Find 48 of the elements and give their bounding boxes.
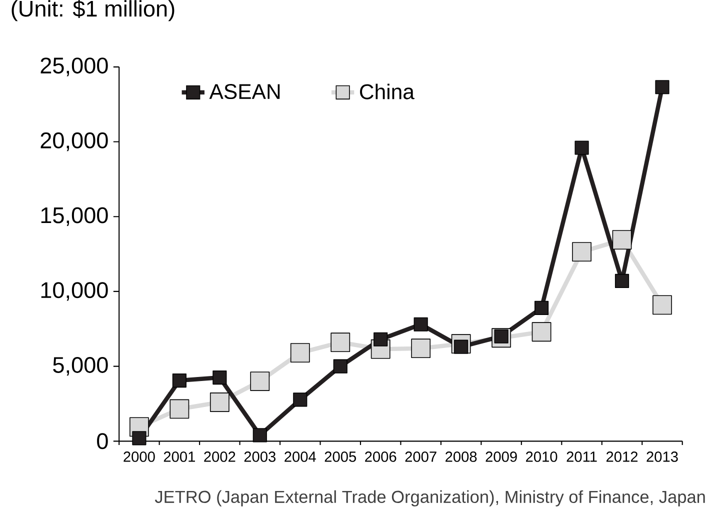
x-tick-label: 2008 (446, 452, 477, 462)
legend-label: ASEAN (209, 84, 280, 100)
point (293, 392, 308, 407)
x-tick-label: 2003 (244, 452, 276, 462)
y-tick-label: 0 (97, 433, 108, 450)
point (290, 343, 310, 363)
point (652, 295, 672, 315)
point (411, 338, 431, 358)
point (494, 329, 508, 344)
point (414, 317, 428, 332)
point (374, 332, 388, 346)
point (330, 332, 350, 352)
x-tick-label: 2000 (124, 452, 155, 462)
x-tick-label: 2002 (204, 452, 236, 462)
point (172, 374, 186, 388)
y-tick-label: 15,000 (41, 207, 108, 226)
point (655, 80, 670, 94)
y-tick-label: 20,000 (40, 132, 108, 152)
point (532, 322, 552, 342)
point (614, 274, 630, 288)
x-tick-label: 2005 (324, 452, 356, 462)
point (252, 428, 267, 442)
x-tick-label: 2006 (365, 452, 396, 462)
point (132, 431, 146, 446)
x-tick-label: 2009 (486, 452, 517, 462)
point (210, 392, 230, 412)
point (333, 359, 348, 374)
x-tick-label: 2011 (566, 452, 597, 462)
x-tick-label: 2013 (646, 452, 678, 462)
y-axis-title: (Unit: $1 million) (12, 0, 174, 22)
point (250, 372, 270, 392)
y-tick-label: 25,000 (40, 58, 108, 76)
point (572, 242, 592, 262)
point (612, 230, 632, 250)
x-tick-label: 2001 (164, 452, 195, 462)
point (574, 140, 589, 155)
x-tick-label: 2007 (405, 452, 436, 462)
x-tick-label: 2012 (606, 452, 638, 462)
point (212, 370, 227, 385)
point (170, 399, 190, 419)
point (534, 300, 549, 316)
point (454, 340, 468, 354)
x-tick-label: 2004 (284, 452, 316, 462)
y-tick-label: 10,000 (41, 282, 108, 301)
y-tick-label: 5,000 (53, 357, 108, 376)
text: JETRO (Japan External Trade Organization), Ministry of Finance, Japan (154, 490, 705, 506)
legend-label: China (360, 84, 414, 100)
x-tick-label: 2010 (526, 452, 558, 462)
